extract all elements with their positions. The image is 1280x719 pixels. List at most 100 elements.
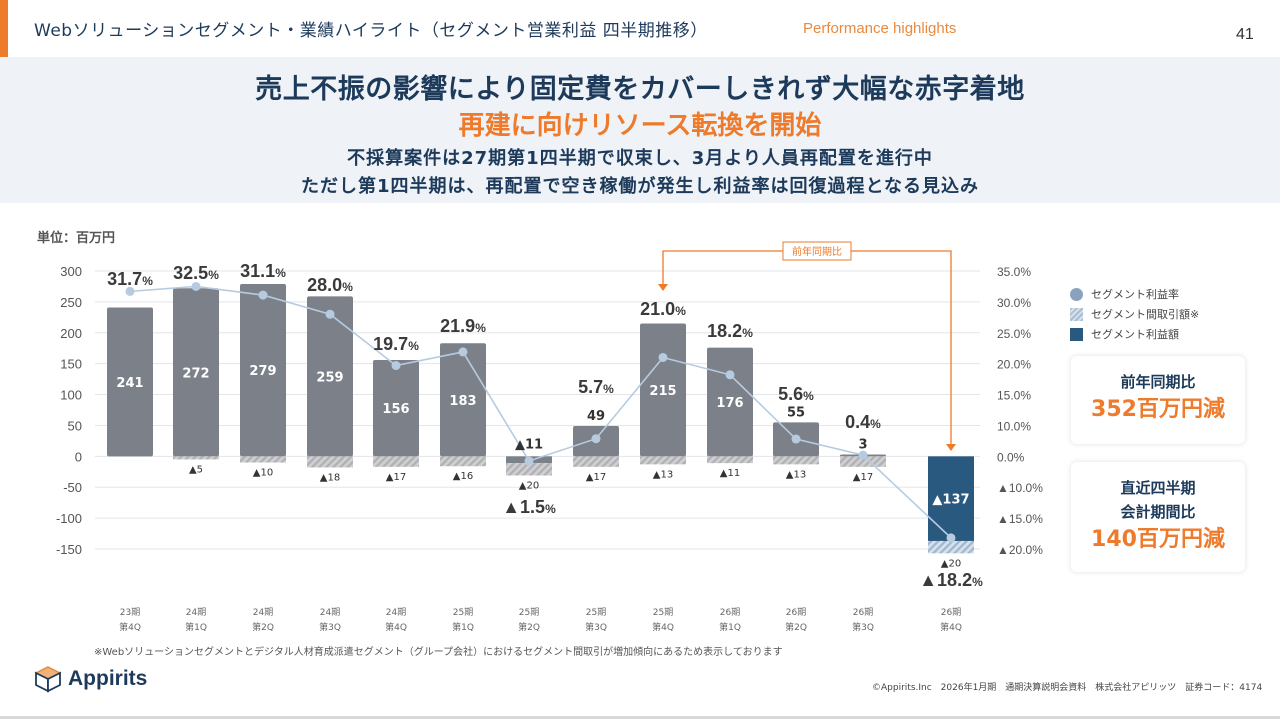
category-label: 25期 (653, 607, 673, 618)
page-number: 41 (1236, 26, 1254, 43)
y2-tick-label: 10.0% (997, 419, 1031, 433)
profit-label: 176 (716, 396, 743, 411)
rate-label: 0.4% (845, 412, 881, 432)
rate-label: ▲1.5% (502, 497, 556, 517)
rate-percent-sign: % (675, 304, 686, 318)
rate-point (391, 361, 401, 371)
headline-detail-1: 不採算案件は27期第1四半期で収束し、3月より人員再配置を進行中 (347, 148, 933, 169)
legend-item-profit: セグメント利益額 (1070, 324, 1199, 344)
category-label: 第3Q (319, 621, 341, 633)
category-label: 第1Q (452, 621, 474, 633)
category-label: 25期 (586, 607, 606, 618)
category-label: 26期 (786, 607, 806, 618)
category-label: 第4Q (119, 621, 141, 633)
intersegment-bar (773, 456, 819, 465)
rate-percent-sign: % (408, 339, 419, 353)
headline-accent: 再建に向けリソース転換を開始 (458, 111, 822, 141)
bottom-divider (0, 716, 1280, 719)
category-label: 第2Q (252, 621, 274, 633)
y-tick-label: 100 (60, 388, 82, 403)
category-label: 第1Q (719, 621, 741, 633)
legend-square-icon (1070, 327, 1083, 341)
category-label: 第3Q (852, 621, 874, 633)
rate-label: ▲18.2% (919, 570, 983, 590)
category-label: 23期 (120, 607, 140, 618)
kpi-label: 会計期間比 (1120, 503, 1196, 521)
headline-banner: 売上不振の影響により固定費をカバーしきれず大幅な赤字着地 再建に向けリソース転換… (0, 57, 1280, 203)
headline-detail-2: ただし第1四半期は、再配置で空き稼働が発生し利益率は回復過程となる見込み (301, 176, 979, 197)
intersegment-bar (928, 540, 974, 554)
kpi-label: 前年同期比 (1120, 373, 1196, 391)
kpi-label: 直近四半期 (1120, 479, 1196, 497)
intersegment-bar (573, 456, 619, 467)
profit-bar (707, 347, 753, 457)
intersegment-bar (440, 456, 486, 467)
headline-main: 売上不振の影響により固定費をカバーしきれず大幅な赤字着地 (255, 74, 1025, 105)
category-label: 第1Q (185, 621, 207, 633)
kpi-card-qoq: 直近四半期 会計期間比 140百万円減 (1071, 462, 1245, 572)
y2-tick-label: ▲15.0% (997, 512, 1043, 526)
profit-label: 156 (382, 402, 409, 417)
kpi-value: 352百万円減 (1091, 397, 1225, 422)
legend-label-rate: セグメント利益率 (1091, 288, 1179, 301)
intersegment-bar (506, 463, 552, 476)
rate-label: 31.7% (107, 269, 153, 289)
rate-percent-sign: % (342, 280, 353, 294)
profit-bar (640, 323, 686, 457)
annotation-arrow-icon (946, 444, 956, 451)
category-label: 第2Q (518, 621, 540, 633)
y-tick-label: 200 (60, 326, 82, 341)
rate-point (458, 347, 468, 357)
y-tick-label: 250 (60, 295, 82, 310)
cube-logo-icon (34, 666, 62, 693)
profit-label: 259 (316, 370, 343, 385)
profit-bar (373, 359, 419, 457)
y-tick-label: -150 (56, 542, 82, 557)
intersegment-bar (173, 456, 219, 460)
rate-percent-sign: % (142, 274, 153, 288)
profit-label: 183 (449, 394, 476, 409)
company-logo: Appirits (34, 665, 147, 693)
rate-label: 19.7% (373, 334, 419, 354)
intersegment-bar (707, 456, 753, 464)
rate-point (946, 533, 956, 543)
annotation-bracket (662, 250, 952, 444)
rate-percent-sign: % (803, 389, 814, 403)
page-subtitle: Performance highlights (803, 20, 957, 37)
category-label: 24期 (253, 607, 273, 618)
profit-bar (107, 307, 153, 457)
y2-tick-label: 30.0% (997, 296, 1031, 310)
rate-point (791, 434, 801, 444)
rate-point (591, 434, 601, 444)
profit-bar (240, 283, 286, 457)
y2-tick-label: ▲20.0% (997, 543, 1043, 557)
intersegment-label: ▲17 (386, 472, 406, 483)
kpi-value: 140百万円減 (1091, 527, 1225, 552)
profit-label: ▲11 (515, 437, 543, 452)
y2-tick-label: 20.0% (997, 358, 1031, 372)
rate-point (325, 309, 335, 319)
y-tick-label: 0 (75, 449, 82, 464)
profit-label: 3 (858, 437, 867, 452)
rate-label: 21.0% (640, 299, 686, 319)
y2-tick-label: 25.0% (997, 327, 1031, 341)
y-tick-label: 300 (60, 264, 82, 279)
legend-hatch-icon (1070, 307, 1083, 321)
y-tick-label: -100 (56, 511, 82, 526)
y2-tick-label: ▲10.0% (997, 481, 1043, 495)
profit-label: ▲137 (932, 493, 969, 508)
category-label: 26期 (853, 607, 873, 618)
rate-percent-sign: % (208, 268, 219, 282)
y-tick-label: -50 (63, 480, 82, 495)
profit-bar (307, 296, 353, 457)
intersegment-label: ▲11 (720, 468, 740, 479)
profit-label: 55 (787, 405, 805, 420)
category-label: 24期 (186, 607, 206, 618)
profit-bar (928, 456, 974, 541)
intersegment-label: ▲16 (453, 471, 473, 482)
category-label: 第4Q (940, 621, 962, 633)
rate-label: 5.6% (778, 384, 814, 404)
intersegment-label: ▲10 (253, 468, 273, 479)
logo-text: Appirits (68, 667, 148, 690)
